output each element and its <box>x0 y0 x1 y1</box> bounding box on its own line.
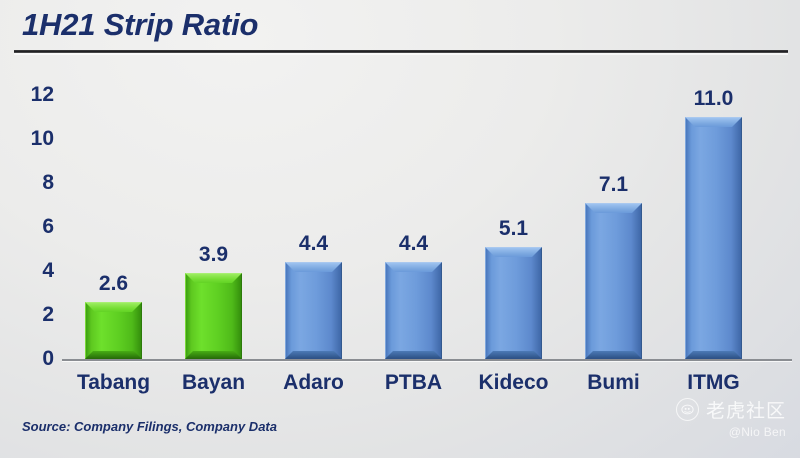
x-axis-category-label: Bayan <box>181 371 246 394</box>
y-axis-tick-label: 0 <box>42 347 54 370</box>
source-note: Source: Company Filings, Company Data <box>22 419 277 434</box>
bar[interactable] <box>685 117 742 359</box>
bar-group: 4.4 <box>385 228 442 359</box>
watermark-handle: @Nio Ben <box>728 425 786 439</box>
bar[interactable] <box>85 302 142 359</box>
y-axis-tick-label: 10 <box>30 127 54 150</box>
y-axis-tick-label: 8 <box>42 171 54 194</box>
watermark: 老虎社区 @Nio Ben <box>675 396 786 439</box>
y-axis: 0 2 4 6 8 10 12 <box>0 58 54 370</box>
bar-value-label: 4.4 <box>398 232 429 255</box>
x-axis-category-label: Tabang <box>76 371 151 394</box>
y-axis-tick-label: 6 <box>42 215 54 238</box>
bar[interactable] <box>285 262 342 359</box>
y-axis-tick-label: 4 <box>42 259 54 282</box>
bar-group: 11.0 <box>685 83 742 359</box>
bar-series: 2.6 3.9 4.4 4.4 5.1 7.1 11.0 <box>0 58 800 368</box>
chart-plot-area: 0 2 4 6 8 10 12 2.6 3.9 4.4 4.4 5.1 7.1 11.0 <box>0 58 800 370</box>
title-block: 1H21 Strip Ratio <box>0 0 800 58</box>
bar-group: 2.6 <box>85 268 142 359</box>
bar[interactable] <box>485 247 542 359</box>
y-axis-tick-label: 12 <box>30 83 54 106</box>
bar-value-label: 5.1 <box>498 217 529 240</box>
bar[interactable] <box>585 203 642 359</box>
bar-group: 7.1 <box>585 169 642 359</box>
bar-group: 4.4 <box>285 228 342 359</box>
title-divider-highlight <box>14 53 788 55</box>
bar-value-label: 7.1 <box>598 173 629 196</box>
watermark-brand: 老虎社区 <box>705 400 786 422</box>
x-axis-category-label: Bumi <box>587 371 640 394</box>
title-divider <box>14 50 788 53</box>
x-axis-category-label: PTBA <box>384 371 443 394</box>
page-title: 1H21 Strip Ratio <box>22 7 259 42</box>
x-axis-line <box>62 359 792 361</box>
bar[interactable] <box>185 273 242 359</box>
x-axis-line-highlight <box>62 361 792 362</box>
bar-group: 5.1 <box>485 213 542 359</box>
watermark-row: 老虎社区 <box>675 396 786 423</box>
bar-group: 3.9 <box>185 239 242 359</box>
bar-value-label: 11.0 <box>693 87 734 110</box>
x-axis-category-label: Adaro <box>283 371 344 394</box>
bar-value-label: 2.6 <box>98 272 129 295</box>
x-axis-category-label: Kideco <box>478 371 549 394</box>
y-axis-tick-label: 2 <box>42 303 54 326</box>
bar-value-label: 3.9 <box>198 243 229 266</box>
bar[interactable] <box>385 262 442 359</box>
tiger-logo-icon <box>675 398 699 421</box>
x-axis-category-label: ITMG <box>687 371 740 394</box>
bar-value-label: 4.4 <box>298 232 329 255</box>
